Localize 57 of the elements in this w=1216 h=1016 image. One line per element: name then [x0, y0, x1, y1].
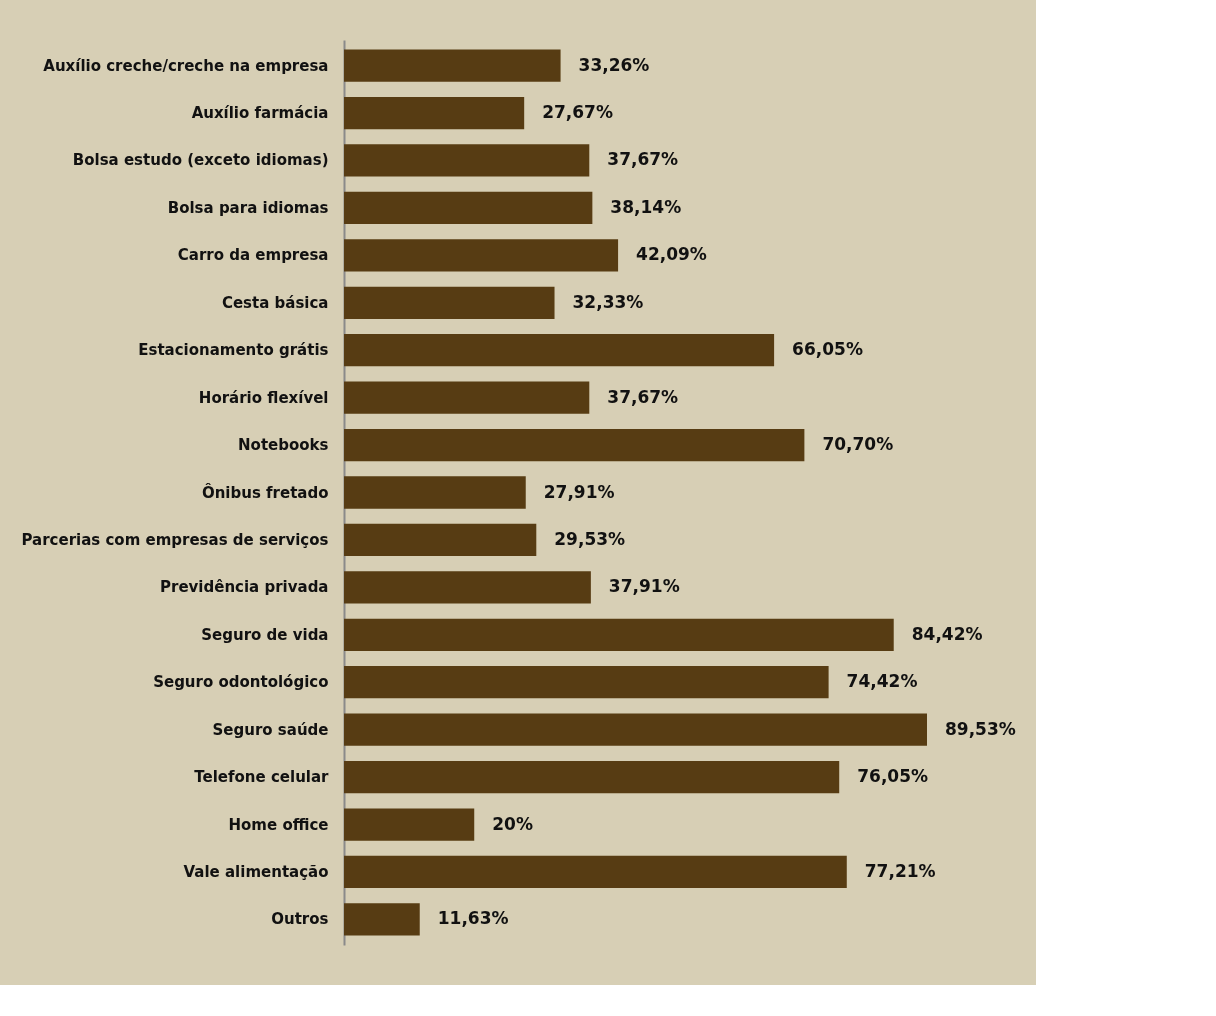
data-label: 11,63% [437, 908, 509, 929]
bar [344, 191, 593, 225]
y-tick-label: Ônibus fretado [201, 482, 329, 502]
data-label: 37,91% [608, 576, 680, 597]
bar [344, 286, 555, 319]
bar [344, 666, 829, 699]
bar [344, 96, 525, 130]
bar [344, 49, 561, 82]
y-tick-label: Vale alimentação [183, 862, 329, 881]
bar [344, 144, 590, 177]
bar [344, 239, 619, 272]
data-label: 38,14% [610, 196, 682, 217]
y-tick-label: Seguro odontológico [153, 673, 329, 692]
data-label: 42,09% [636, 244, 707, 265]
bar [344, 903, 420, 936]
y-tick-label: Home office [228, 815, 329, 834]
y-tick-label: Horário flexível [198, 388, 329, 407]
data-label: 89,53% [945, 718, 1016, 739]
data-label: 66,05% [792, 339, 863, 360]
data-label: 77,21% [864, 860, 936, 881]
bar [344, 760, 840, 794]
bar [344, 808, 475, 841]
y-tick-label: Previdência privada [160, 578, 329, 597]
bar [344, 855, 847, 889]
bar [344, 476, 526, 509]
bar [344, 618, 894, 651]
y-tick-label: Seguro de vida [201, 625, 329, 644]
data-label: 37,67% [607, 149, 679, 170]
y-tick-label: Seguro saúde [212, 720, 329, 739]
y-tick-label: Cesta básica [221, 293, 329, 312]
data-label: 27,67% [542, 102, 613, 123]
bar [344, 713, 927, 746]
y-tick-label: Carro da empresa [177, 246, 329, 265]
data-label: 74,42% [846, 671, 918, 692]
y-tick-label: Bolsa para idiomas [167, 198, 329, 217]
data-label: 37,67% [607, 386, 679, 407]
y-tick-label: Parcerias com empresas de serviços [21, 530, 329, 549]
y-tick-label: Auxílio farmácia [191, 104, 329, 123]
y-tick-label: Outros [271, 910, 329, 929]
data-label: 84,42% [911, 623, 983, 644]
y-tick-label: Auxílio creche/creche na empresa [43, 56, 329, 75]
bar [344, 381, 590, 414]
data-label: 20% [492, 813, 533, 834]
y-tick-label: Estacionamento grátis [138, 341, 329, 360]
data-label: 27,91% [543, 481, 615, 502]
bar [344, 571, 591, 604]
data-label: 29,53% [554, 528, 626, 549]
bar [344, 334, 775, 367]
data-label: 33,26% [578, 54, 650, 75]
y-tick-label: Bolsa estudo (exceto idiomas) [72, 151, 329, 170]
data-label: 70,70% [822, 434, 894, 455]
bar [344, 523, 537, 557]
y-tick-label: Notebooks [238, 436, 329, 455]
bar [344, 428, 805, 462]
data-label: 76,05% [857, 766, 929, 787]
data-label: 32,33% [572, 291, 644, 312]
y-tick-label: Telefone celular [194, 768, 330, 787]
